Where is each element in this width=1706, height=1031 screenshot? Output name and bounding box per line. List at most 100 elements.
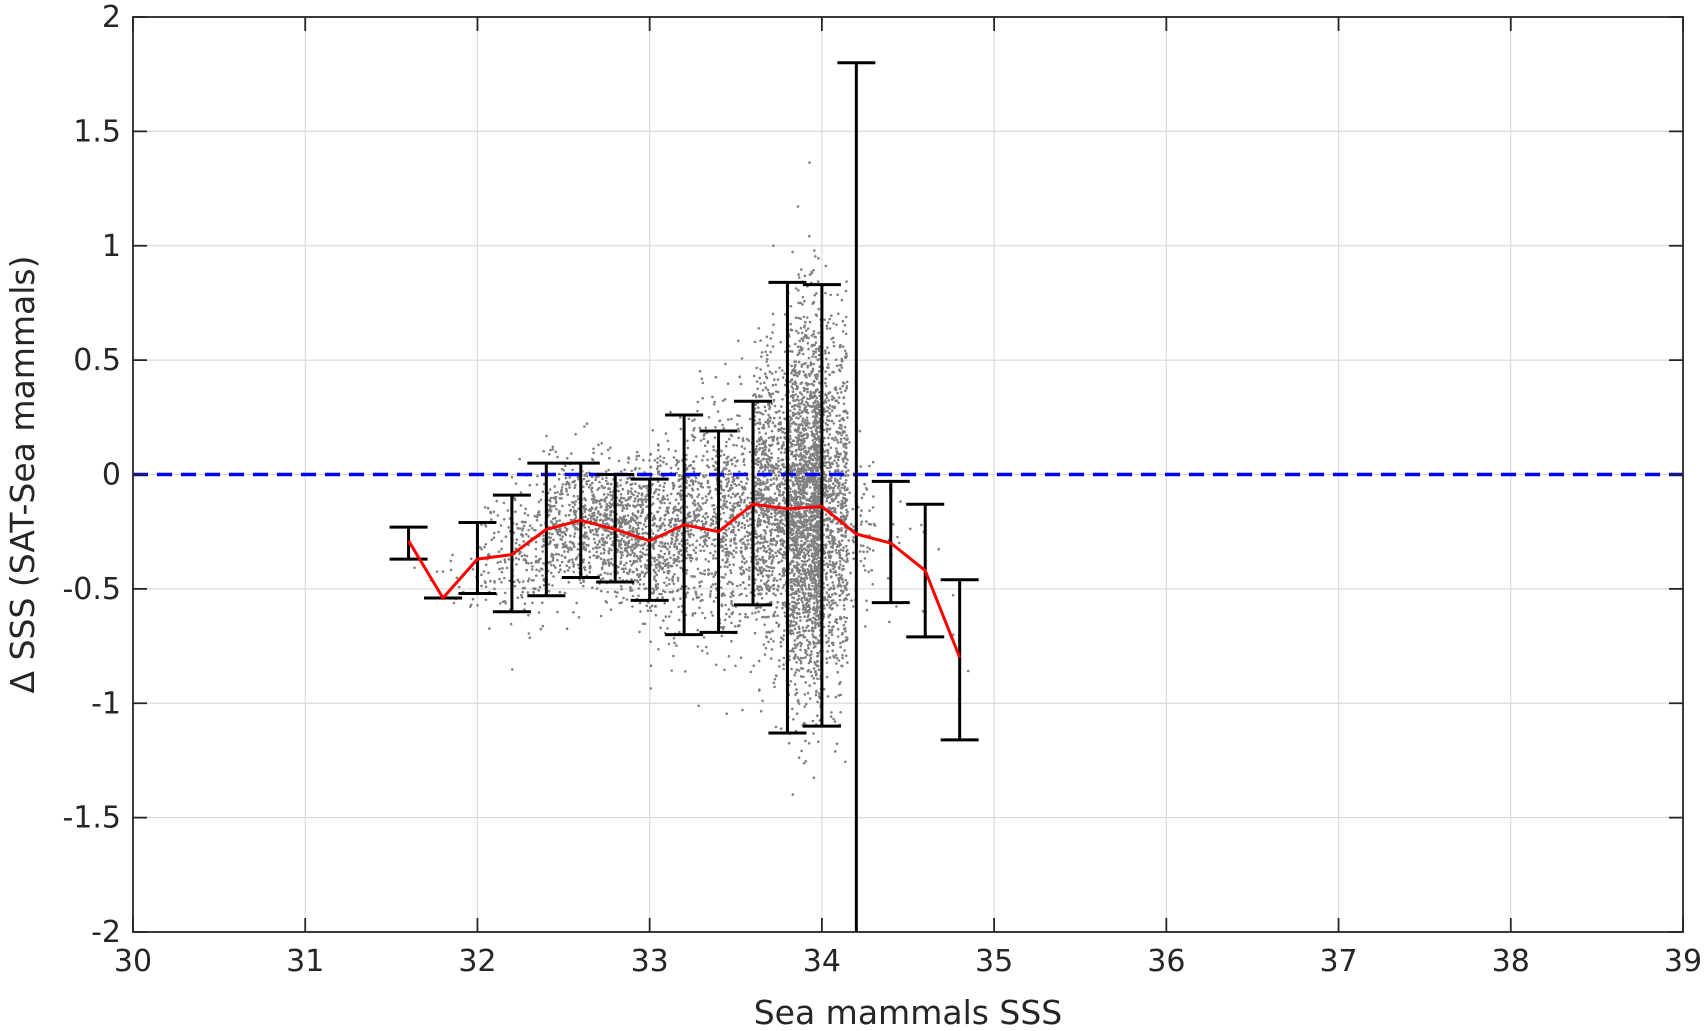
scatter-point — [649, 687, 653, 690]
scatter-point — [801, 489, 805, 493]
scatter-point — [733, 625, 737, 628]
scatter-point — [699, 485, 703, 488]
scatter-point — [808, 422, 811, 425]
scatter-point — [720, 604, 724, 608]
scatter-point — [528, 636, 532, 639]
scatter-point — [517, 558, 521, 561]
scatter-point — [803, 274, 807, 278]
scatter-point — [733, 456, 736, 460]
scatter-point — [772, 323, 775, 327]
scatter-point — [758, 376, 761, 380]
scatter-point — [599, 498, 603, 502]
scatter-point — [763, 615, 766, 619]
scatter-point — [806, 691, 810, 695]
scatter-point — [768, 370, 772, 374]
scatter-point — [493, 581, 496, 584]
scatter-point — [661, 555, 665, 559]
scatter-point — [772, 583, 776, 587]
scatter-point — [771, 543, 774, 546]
scatter-point — [515, 538, 519, 541]
scatter-point — [725, 500, 728, 503]
scatter-point — [638, 601, 642, 605]
scatter-point — [596, 555, 600, 558]
scatter-point — [764, 432, 768, 435]
scatter-point — [796, 345, 800, 349]
scatter-point — [738, 483, 741, 487]
scatter-point — [628, 570, 631, 573]
scatter-point — [703, 569, 706, 572]
scatter-point — [765, 375, 768, 379]
scatter-point — [666, 498, 670, 501]
scatter-point — [619, 496, 623, 500]
scatter-point — [620, 587, 623, 591]
scatter-point — [583, 508, 586, 512]
scatter-point — [798, 630, 801, 634]
scatter-point — [699, 571, 702, 575]
scatter-point — [607, 564, 611, 567]
scatter-point — [528, 483, 532, 487]
scatter-point — [818, 394, 821, 398]
scatter-point — [768, 522, 771, 526]
scatter-point — [726, 382, 730, 386]
scatter-point — [622, 596, 625, 600]
scatter-point — [589, 508, 592, 511]
scatter-point — [762, 560, 765, 564]
scatter-point — [549, 496, 553, 500]
scatter-point — [666, 566, 670, 569]
scatter-point — [803, 486, 806, 490]
scatter-point — [669, 466, 673, 470]
scatter-point — [710, 518, 713, 521]
scatter-point — [744, 612, 747, 616]
scatter-point — [542, 539, 545, 543]
scatter-point — [777, 561, 780, 565]
scatter-point — [706, 486, 710, 489]
scatter-point — [699, 482, 702, 486]
scatter-point — [747, 575, 751, 578]
scatter-point — [772, 592, 775, 595]
scatter-point — [620, 517, 624, 521]
scatter-point — [497, 530, 500, 534]
scatter-point — [633, 519, 637, 523]
scatter-point — [676, 588, 680, 592]
scatter-point — [724, 473, 727, 476]
scatter-point — [634, 538, 637, 541]
scatter-point — [811, 584, 814, 588]
scatter-point — [810, 578, 813, 581]
scatter-point — [701, 396, 704, 400]
scatter-point — [641, 622, 645, 626]
scatter-point — [634, 541, 638, 544]
scatter-point — [756, 550, 759, 553]
scatter-point — [792, 373, 796, 377]
scatter-point — [567, 580, 571, 584]
scatter-point — [727, 437, 731, 441]
scatter-point — [712, 448, 715, 452]
scatter-point — [642, 458, 645, 462]
scatter-point — [675, 644, 678, 647]
scatter-point — [714, 587, 718, 590]
scatter-point — [679, 548, 682, 552]
scatter-point — [621, 506, 625, 510]
scatter-point — [560, 486, 564, 489]
scatter-point — [592, 517, 595, 521]
scatter-point — [808, 404, 811, 408]
scatter-point — [678, 630, 681, 634]
scatter-point — [744, 587, 747, 590]
scatter-point — [804, 405, 808, 409]
scatter-point — [743, 498, 747, 502]
scatter-point — [572, 570, 575, 574]
scatter-point — [816, 280, 820, 283]
scatter-point — [662, 456, 666, 460]
scatter-point — [514, 482, 518, 485]
scatter-point — [568, 486, 571, 489]
scatter-point — [769, 549, 773, 552]
scatter-point — [484, 563, 488, 567]
scatter-point — [757, 589, 761, 592]
scatter-point — [651, 532, 655, 535]
scatter-point — [611, 496, 615, 500]
scatter-point — [707, 573, 710, 576]
scatter-point — [588, 513, 591, 517]
scatter-point — [788, 409, 792, 413]
scatter-point — [794, 449, 798, 453]
scatter-point — [723, 668, 726, 672]
scatter-point — [800, 513, 803, 516]
